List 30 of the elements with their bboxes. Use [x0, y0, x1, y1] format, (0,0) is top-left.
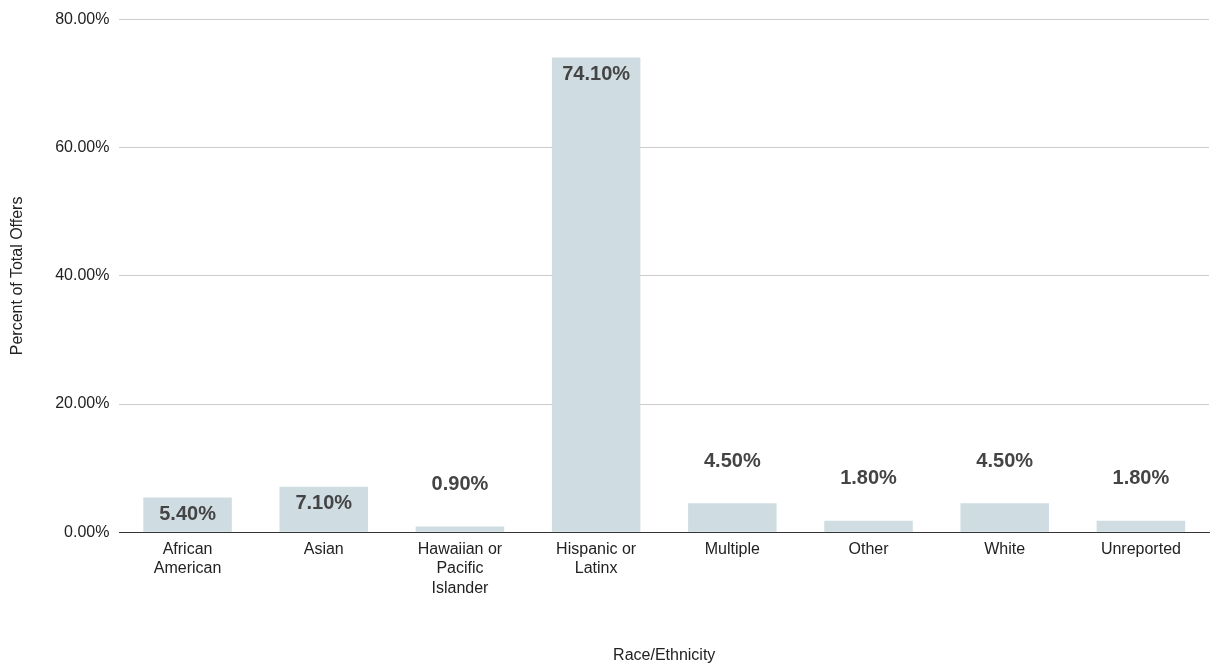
bar: [960, 503, 1049, 532]
x-tick-label: Multiple: [704, 540, 760, 558]
data-label: 1.80%: [840, 466, 898, 489]
y-tick-label: 60.00%: [55, 138, 110, 156]
y-tick-label: 0.00%: [64, 522, 110, 540]
x-tick-label: African American: [153, 540, 222, 577]
x-tick-label: Asian: [303, 540, 344, 558]
y-tick-label: 80.00%: [55, 10, 110, 28]
data-label: 4.50%: [703, 448, 761, 471]
data-label: 4.50%: [976, 448, 1034, 471]
x-tick-label: Other: [848, 540, 890, 558]
x-tick-label: Unreported: [1100, 540, 1181, 558]
y-axis-title: Percent of Total Offers: [8, 196, 26, 356]
y-tick-label: 20.00%: [55, 394, 110, 412]
bar: [551, 57, 641, 532]
data-label: 1.80%: [1112, 466, 1170, 489]
bar: [415, 526, 505, 532]
bar: [1096, 520, 1186, 532]
x-tick-label: Hawaiian or Pacific Islander: [417, 540, 503, 596]
x-axis-title: Race/Ethnicity: [613, 645, 716, 663]
bar: [824, 520, 913, 532]
data-label: 7.10%: [295, 491, 353, 514]
bar: [688, 503, 777, 532]
data-label: 0.90%: [431, 471, 489, 494]
data-label: 5.40%: [159, 502, 217, 525]
bar: [279, 486, 369, 532]
x-tick-label: White: [984, 540, 1026, 558]
x-tick-label: Hispanic or Latinx: [556, 540, 637, 577]
y-tick-label: 40.00%: [55, 266, 110, 284]
data-label: 74.10%: [562, 61, 631, 84]
